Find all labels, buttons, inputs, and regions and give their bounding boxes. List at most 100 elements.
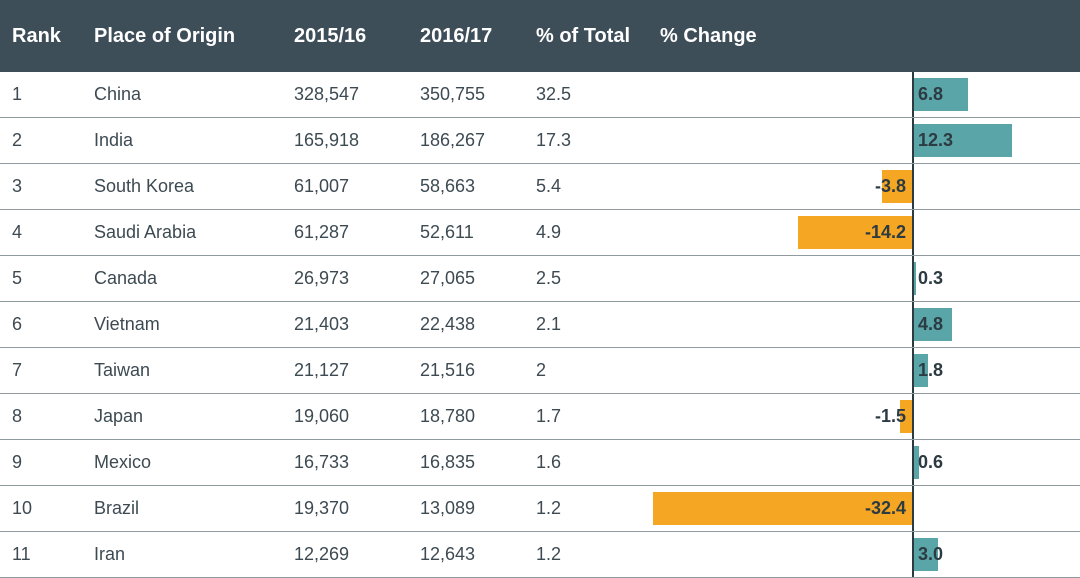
cell-pct: 32.5 (536, 72, 660, 117)
col-header-2016: 2016/17 (420, 25, 536, 48)
cell-y2: 13,089 (420, 486, 536, 531)
table-row: 5Canada26,97327,0652.50.3 (0, 256, 1080, 302)
col-header-2015: 2015/16 (294, 25, 420, 48)
col-header-place: Place of Origin (94, 25, 294, 48)
table-row: 8Japan19,06018,7801.7-1.5 (0, 394, 1080, 440)
change-label: 0.3 (918, 260, 943, 297)
change-label: 1.8 (918, 352, 943, 389)
cell-change: 4.8 (660, 302, 1080, 347)
cell-change: -3.8 (660, 164, 1080, 209)
cell-y2: 21,516 (420, 348, 536, 393)
cell-pct: 2.5 (536, 256, 660, 301)
change-bar-wrap: 0.6 (660, 444, 1080, 481)
cell-y1: 19,060 (294, 394, 420, 439)
cell-y1: 21,127 (294, 348, 420, 393)
change-bar-wrap: 1.8 (660, 352, 1080, 389)
cell-change: 3.0 (660, 532, 1080, 577)
cell-change: -32.4 (660, 486, 1080, 531)
cell-rank: 2 (12, 118, 94, 163)
cell-place: Brazil (94, 486, 294, 531)
cell-pct: 2.1 (536, 302, 660, 347)
cell-rank: 4 (12, 210, 94, 255)
col-header-change: % Change (660, 25, 1080, 48)
cell-rank: 5 (12, 256, 94, 301)
change-bar-wrap: 3.0 (660, 536, 1080, 573)
table-row: 7Taiwan21,12721,51621.8 (0, 348, 1080, 394)
cell-y1: 165,918 (294, 118, 420, 163)
cell-pct: 4.9 (536, 210, 660, 255)
cell-place: Mexico (94, 440, 294, 485)
cell-y1: 26,973 (294, 256, 420, 301)
change-bar-wrap: 4.8 (660, 306, 1080, 343)
cell-y1: 21,403 (294, 302, 420, 347)
zero-axis (912, 210, 914, 255)
cell-rank: 3 (12, 164, 94, 209)
table-body: 1China328,547350,75532.56.82India165,918… (0, 72, 1080, 578)
cell-y1: 16,733 (294, 440, 420, 485)
table-row: 2India165,918186,26717.312.3 (0, 118, 1080, 164)
change-label: -3.8 (875, 168, 906, 205)
change-bar-wrap: 12.3 (660, 122, 1080, 159)
change-label: 12.3 (918, 122, 953, 159)
cell-change: 12.3 (660, 118, 1080, 163)
cell-y1: 12,269 (294, 532, 420, 577)
cell-y2: 18,780 (420, 394, 536, 439)
cell-y2: 58,663 (420, 164, 536, 209)
change-bar-wrap: 6.8 (660, 76, 1080, 113)
cell-change: -1.5 (660, 394, 1080, 439)
cell-rank: 7 (12, 348, 94, 393)
cell-place: Vietnam (94, 302, 294, 347)
zero-axis (912, 486, 914, 531)
change-bar-wrap: 0.3 (660, 260, 1080, 297)
change-bar-wrap: -1.5 (660, 398, 1080, 435)
cell-change: 1.8 (660, 348, 1080, 393)
table-row: 9Mexico16,73316,8351.60.6 (0, 440, 1080, 486)
cell-y2: 27,065 (420, 256, 536, 301)
cell-rank: 11 (12, 532, 94, 577)
cell-y2: 52,611 (420, 210, 536, 255)
cell-rank: 6 (12, 302, 94, 347)
change-bar (914, 262, 916, 295)
cell-place: South Korea (94, 164, 294, 209)
cell-pct: 1.2 (536, 486, 660, 531)
zero-axis (912, 164, 914, 209)
cell-y1: 328,547 (294, 72, 420, 117)
cell-y2: 22,438 (420, 302, 536, 347)
cell-y2: 186,267 (420, 118, 536, 163)
change-bar-wrap: -3.8 (660, 168, 1080, 205)
cell-place: India (94, 118, 294, 163)
change-bar-wrap: -32.4 (660, 490, 1080, 527)
table-row: 1China328,547350,75532.56.8 (0, 72, 1080, 118)
cell-rank: 10 (12, 486, 94, 531)
change-label: 0.6 (918, 444, 943, 481)
table-row: 3South Korea61,00758,6635.4 -3.8 (0, 164, 1080, 210)
cell-pct: 2 (536, 348, 660, 393)
cell-place: Iran (94, 532, 294, 577)
change-label: 6.8 (918, 76, 943, 113)
table-row: 11Iran12,26912,6431.23.0 (0, 532, 1080, 578)
change-bar-wrap: -14.2 (660, 214, 1080, 251)
cell-y1: 19,370 (294, 486, 420, 531)
cell-pct: 5.4 (536, 164, 660, 209)
zero-axis (912, 394, 914, 439)
cell-pct: 1.7 (536, 394, 660, 439)
table-row: 10Brazil19,37013,0891.2 -32.4 (0, 486, 1080, 532)
cell-change: 0.6 (660, 440, 1080, 485)
change-label: -1.5 (875, 398, 906, 435)
cell-change: -14.2 (660, 210, 1080, 255)
cell-place: Saudi Arabia (94, 210, 294, 255)
cell-y2: 12,643 (420, 532, 536, 577)
cell-y2: 16,835 (420, 440, 536, 485)
col-header-pct: % of Total (536, 25, 660, 48)
cell-place: China (94, 72, 294, 117)
origin-table: Rank Place of Origin 2015/16 2016/17 % o… (0, 0, 1080, 578)
cell-rank: 1 (12, 72, 94, 117)
cell-change: 0.3 (660, 256, 1080, 301)
change-label: -32.4 (865, 490, 906, 527)
cell-rank: 8 (12, 394, 94, 439)
table-row: 6Vietnam21,40322,4382.14.8 (0, 302, 1080, 348)
change-label: -14.2 (865, 214, 906, 251)
col-header-rank: Rank (12, 25, 94, 48)
cell-y1: 61,007 (294, 164, 420, 209)
cell-rank: 9 (12, 440, 94, 485)
